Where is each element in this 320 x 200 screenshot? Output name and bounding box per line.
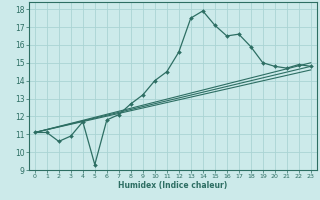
X-axis label: Humidex (Indice chaleur): Humidex (Indice chaleur) xyxy=(118,181,228,190)
